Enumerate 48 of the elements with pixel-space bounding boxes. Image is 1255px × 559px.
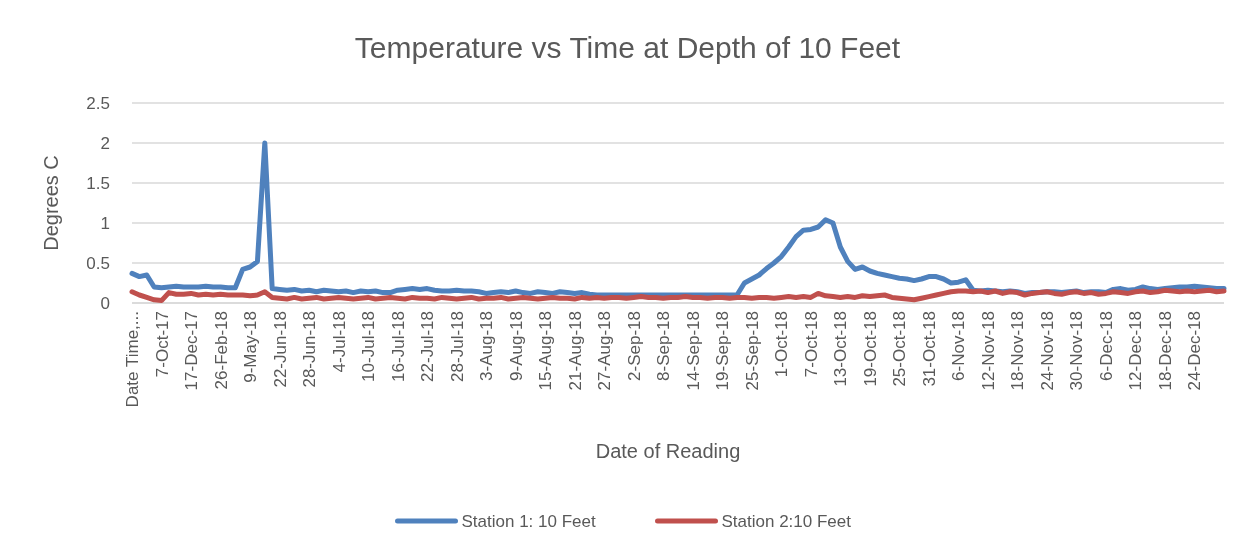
x-tick-label: 6-Nov-18: [949, 311, 969, 381]
x-tick-label: 18-Nov-18: [1008, 311, 1028, 391]
x-tick-label: 3-Aug-18: [477, 311, 497, 381]
x-tick-label: 31-Oct-18: [919, 311, 939, 387]
x-tick-label: 25-Sep-18: [742, 311, 762, 391]
x-tick-label: 18-Dec-18: [1155, 311, 1175, 391]
x-tick-label: 9-May-18: [241, 311, 261, 383]
x-tick-label: 24-Nov-18: [1037, 311, 1057, 391]
x-tick-label: 17-Dec-17: [182, 311, 202, 391]
x-tick-label: 13-Oct-18: [831, 311, 851, 387]
legend-label: Station 2:10 Feet: [721, 512, 852, 531]
x-tick-label: 12-Dec-18: [1126, 311, 1146, 391]
x-tick-label: 22-Jun-18: [270, 311, 290, 388]
x-tick-label: 25-Oct-18: [890, 311, 910, 387]
x-tick-label: 7-Oct-18: [801, 311, 821, 378]
x-tick-label: 8-Sep-18: [654, 311, 674, 381]
x-tick-label: 9-Aug-18: [506, 311, 526, 381]
x-tick-label: 19-Oct-18: [860, 311, 880, 387]
y-tick-label: 1: [100, 214, 110, 233]
x-tick-label: 6-Dec-18: [1096, 311, 1116, 381]
x-tick-label: 2-Sep-18: [624, 311, 644, 381]
y-tick-label: 1.5: [86, 174, 110, 193]
x-tick-label: 30-Nov-18: [1067, 311, 1087, 391]
x-axis-title: Date of Reading: [595, 440, 741, 462]
x-tick-label: 14-Sep-18: [683, 311, 703, 391]
y-tick-label: 0.5: [86, 254, 110, 273]
x-tick-label: 21-Aug-18: [565, 311, 585, 391]
y-axis-title: Degrees C: [40, 155, 62, 251]
y-tick-label: 0: [100, 294, 110, 313]
x-tick-label: 28-Jul-18: [447, 311, 467, 382]
x-tick-label: 24-Dec-18: [1185, 311, 1205, 391]
x-tick-label: 4-Jul-18: [329, 311, 349, 373]
x-tick-label: 19-Sep-18: [713, 311, 733, 391]
x-tick-label: 16-Jul-18: [388, 311, 408, 382]
x-tick-label: 26-Feb-18: [211, 311, 231, 390]
legend-label: Station 1: 10 Feet: [461, 512, 596, 531]
x-tick-label: 1-Oct-18: [772, 311, 792, 378]
x-tick-label: 10-Jul-18: [359, 311, 379, 382]
x-tick-label: 22-Jul-18: [418, 311, 438, 382]
x-tick-label: Date Time,...: [123, 311, 142, 408]
x-tick-label: 7-Oct-17: [152, 311, 172, 378]
y-tick-label: 2.5: [86, 94, 110, 113]
x-tick-label: 12-Nov-18: [978, 311, 998, 391]
y-tick-label: 2: [100, 134, 110, 153]
x-tick-label: 27-Aug-18: [595, 311, 615, 391]
x-tick-label: 15-Aug-18: [536, 311, 556, 391]
x-tick-label: 28-Jun-18: [300, 311, 320, 388]
chart-title: Temperature vs Time at Depth of 10 Feet: [354, 31, 901, 64]
